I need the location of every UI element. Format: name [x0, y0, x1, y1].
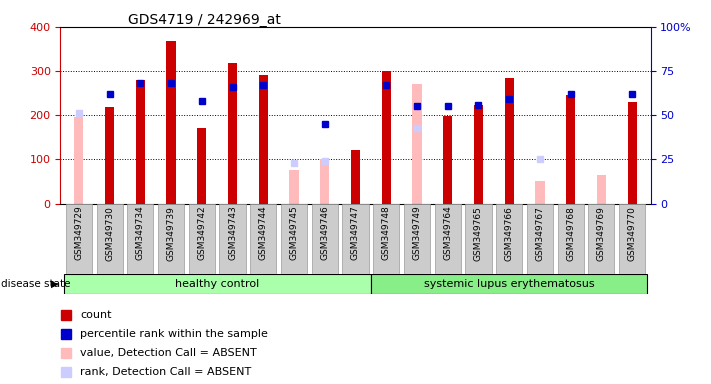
- FancyBboxPatch shape: [188, 204, 215, 275]
- FancyBboxPatch shape: [588, 204, 614, 275]
- Text: GSM349764: GSM349764: [443, 206, 452, 260]
- Bar: [443, 116, 452, 204]
- Bar: [566, 95, 575, 204]
- FancyBboxPatch shape: [127, 204, 154, 275]
- Text: count: count: [80, 310, 112, 320]
- Text: percentile rank within the sample: percentile rank within the sample: [80, 329, 268, 339]
- FancyBboxPatch shape: [220, 204, 245, 275]
- Text: GSM349744: GSM349744: [259, 206, 268, 260]
- FancyBboxPatch shape: [343, 204, 368, 275]
- Bar: [351, 150, 360, 204]
- Bar: [382, 71, 391, 204]
- Text: GSM349746: GSM349746: [320, 206, 329, 260]
- Text: healthy control: healthy control: [175, 279, 260, 289]
- Bar: [412, 84, 422, 204]
- Text: GSM349748: GSM349748: [382, 206, 391, 260]
- Bar: [628, 102, 637, 204]
- Text: GSM349730: GSM349730: [105, 206, 114, 260]
- Bar: [228, 63, 237, 204]
- Text: disease state: disease state: [1, 279, 70, 289]
- Text: GSM349734: GSM349734: [136, 206, 145, 260]
- FancyBboxPatch shape: [434, 204, 461, 275]
- Text: rank, Detection Call = ABSENT: rank, Detection Call = ABSENT: [80, 367, 252, 377]
- FancyBboxPatch shape: [158, 204, 184, 275]
- Text: GSM349742: GSM349742: [198, 206, 206, 260]
- FancyBboxPatch shape: [373, 204, 400, 275]
- FancyBboxPatch shape: [371, 274, 648, 294]
- Text: GSM349745: GSM349745: [289, 206, 299, 260]
- Text: GSM349769: GSM349769: [597, 206, 606, 260]
- Text: GSM349747: GSM349747: [351, 206, 360, 260]
- Text: value, Detection Call = ABSENT: value, Detection Call = ABSENT: [80, 348, 257, 358]
- FancyBboxPatch shape: [97, 204, 123, 275]
- Bar: [105, 107, 114, 204]
- Bar: [597, 175, 606, 204]
- FancyBboxPatch shape: [250, 204, 277, 275]
- Text: GSM349729: GSM349729: [75, 206, 83, 260]
- FancyBboxPatch shape: [281, 204, 307, 275]
- FancyBboxPatch shape: [466, 204, 491, 275]
- Text: GSM349770: GSM349770: [628, 206, 636, 260]
- Text: GDS4719 / 242969_at: GDS4719 / 242969_at: [128, 13, 281, 27]
- Text: GSM349739: GSM349739: [166, 206, 176, 260]
- Bar: [197, 128, 206, 204]
- Text: GSM349766: GSM349766: [505, 206, 513, 260]
- Bar: [166, 41, 176, 204]
- FancyBboxPatch shape: [63, 274, 371, 294]
- Text: GSM349767: GSM349767: [535, 206, 545, 260]
- FancyBboxPatch shape: [311, 204, 338, 275]
- Bar: [505, 78, 514, 204]
- FancyBboxPatch shape: [66, 204, 92, 275]
- Text: ▶: ▶: [51, 279, 59, 289]
- Bar: [136, 80, 145, 204]
- Bar: [320, 159, 329, 204]
- FancyBboxPatch shape: [404, 204, 430, 275]
- FancyBboxPatch shape: [496, 204, 523, 275]
- Bar: [474, 106, 483, 204]
- Text: systemic lupus erythematosus: systemic lupus erythematosus: [424, 279, 594, 289]
- Text: GSM349765: GSM349765: [474, 206, 483, 260]
- Text: GSM349749: GSM349749: [412, 206, 422, 260]
- Bar: [259, 74, 268, 204]
- Bar: [535, 182, 545, 204]
- Text: GSM349743: GSM349743: [228, 206, 237, 260]
- Bar: [74, 116, 83, 204]
- FancyBboxPatch shape: [527, 204, 553, 275]
- FancyBboxPatch shape: [557, 204, 584, 275]
- Bar: [289, 170, 299, 204]
- Text: GSM349768: GSM349768: [566, 206, 575, 260]
- FancyBboxPatch shape: [619, 204, 645, 275]
